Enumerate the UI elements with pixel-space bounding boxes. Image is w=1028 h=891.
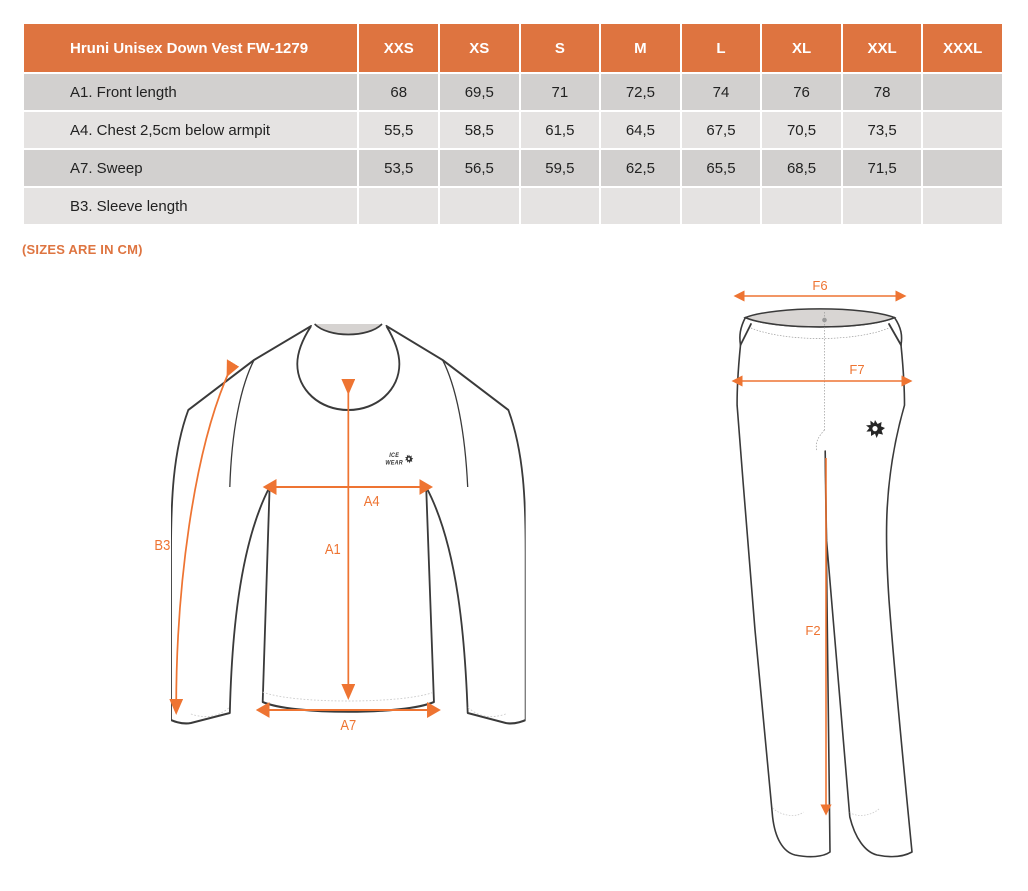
- svg-text:B3: B3: [154, 536, 170, 553]
- svg-text:A7: A7: [340, 716, 356, 733]
- svg-text:A4: A4: [364, 492, 380, 509]
- svg-text:F2: F2: [805, 623, 820, 638]
- svg-text:F7: F7: [849, 362, 864, 377]
- svg-text:A1: A1: [325, 540, 341, 557]
- svg-text:F6: F6: [812, 280, 827, 293]
